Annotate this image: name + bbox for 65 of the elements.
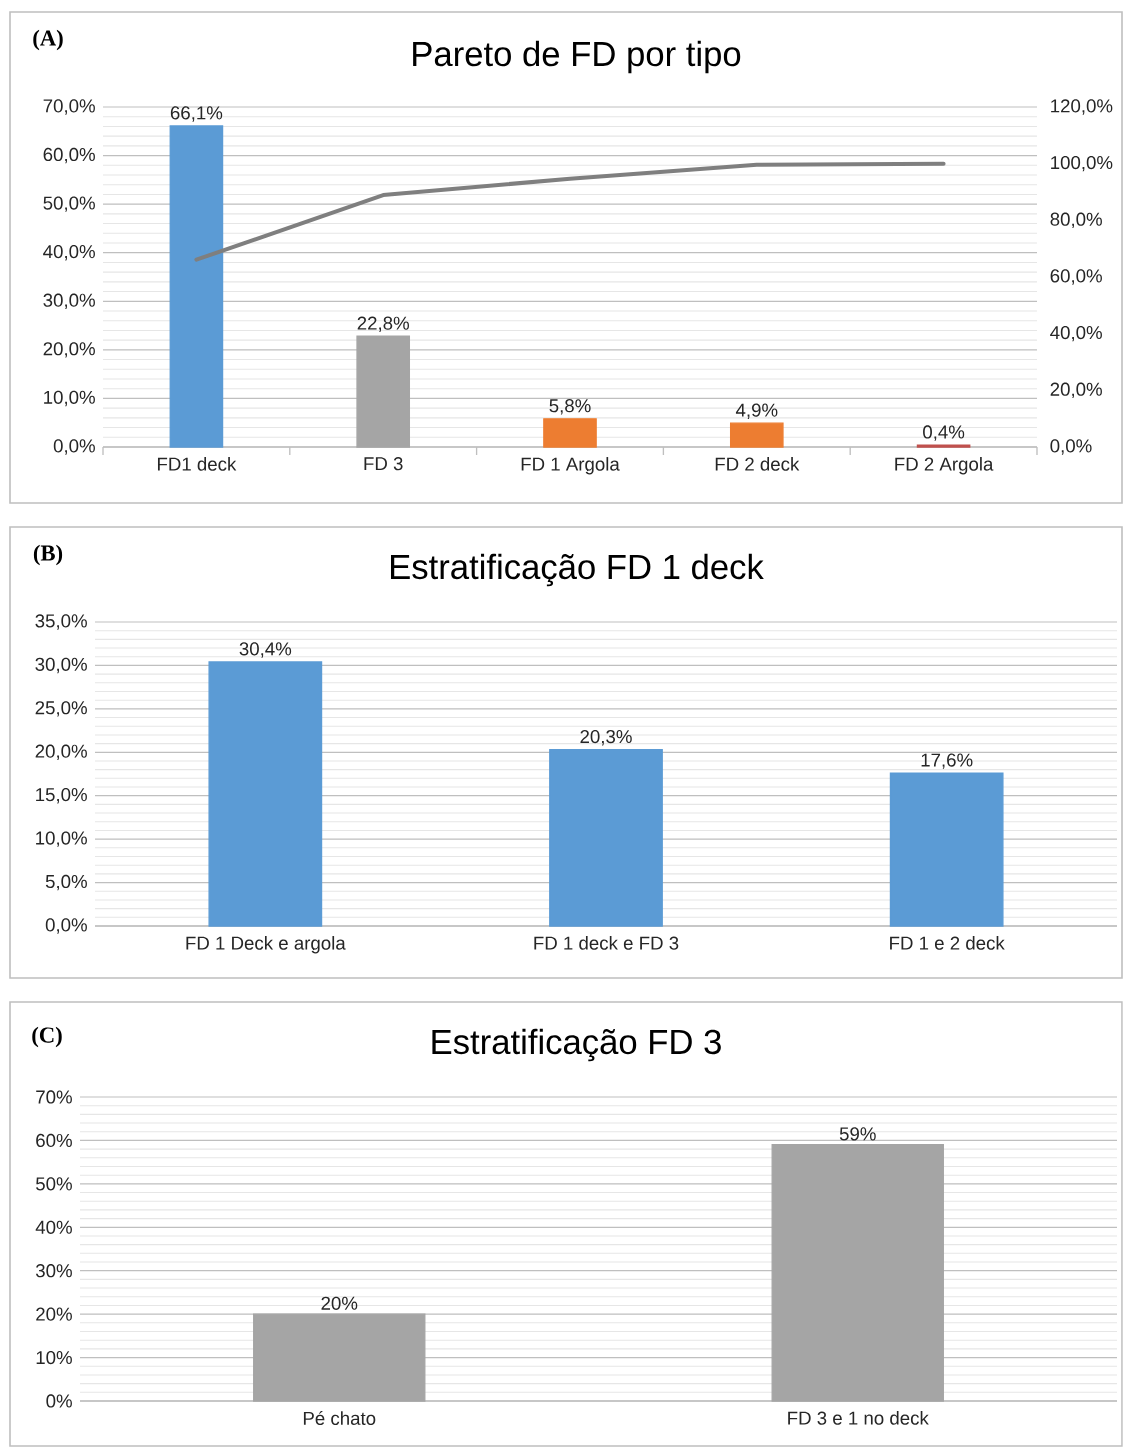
x-tick-label: FD 3: [364, 457, 403, 471]
data-label: 5,8%: [549, 399, 591, 415]
y2-tick-label: 120,0%: [1051, 99, 1113, 115]
y-tick-label: 0,0%: [53, 439, 95, 455]
data-label: 66,1%: [170, 106, 223, 122]
data-label: 30,4%: [239, 642, 292, 658]
y-tick-label: 0,0%: [45, 918, 87, 934]
line-series: [194, 161, 946, 262]
y-tick-label: 30%: [35, 1264, 72, 1278]
y-tick-label: 70%: [36, 1090, 72, 1104]
y-tick-label: 10%: [36, 1350, 72, 1365]
y2-tick-label: 60,0%: [1050, 269, 1102, 285]
y-tick-label: 30,0%: [43, 293, 95, 309]
y-tick-label: 25,0%: [35, 701, 87, 717]
data-label: 4,9%: [735, 403, 778, 419]
y-tick-label: 50%: [36, 1177, 72, 1191]
x-tick-label: FD 2 deck: [715, 457, 800, 471]
bar: [889, 772, 1004, 927]
y2-tick-label: 80,0%: [1050, 212, 1102, 229]
bar: [208, 661, 323, 927]
text: (B): [33, 544, 63, 566]
y-tick-label: 70,0%: [43, 99, 95, 115]
y-tick-label: 10,0%: [36, 831, 87, 847]
chart-title: Estratificação FD 3: [432, 1028, 721, 1062]
data-label: 0,4%: [923, 425, 965, 441]
bar: [543, 418, 597, 448]
y-tick-label: 40,0%: [43, 244, 95, 261]
y-tick-label: 20%: [36, 1307, 72, 1321]
y-tick-label: 15,0%: [36, 787, 87, 804]
y2-tick-label: 40,0%: [1050, 325, 1102, 342]
x-tick-label: FD 1 Deck e argola: [186, 936, 346, 954]
y-tick-label: 60,0%: [43, 147, 95, 164]
y2-tick-label: 0,0%: [1050, 439, 1092, 455]
text: (C): [32, 1026, 62, 1048]
data-label: 20,3%: [580, 729, 632, 746]
y-tick-label: 20,0%: [35, 744, 87, 760]
x-tick-label: FD 3 e 1 no deck: [788, 1411, 929, 1425]
chart-title: Estratificação FD 1 deck: [391, 553, 764, 587]
y-tick-label: 40%: [35, 1220, 72, 1234]
y-tick-label: 60%: [36, 1133, 72, 1148]
x-tick-label: Pé chato: [303, 1411, 376, 1425]
data-label: 22,8%: [357, 316, 409, 332]
text: (A): [33, 29, 63, 51]
x-tick-label: FD 1 e 2 deck: [890, 936, 1005, 950]
data-label: 20%: [321, 1296, 358, 1310]
chart-title: Pareto de FD por tipo: [413, 40, 741, 74]
bar: [169, 125, 224, 448]
bar: [729, 422, 784, 448]
y-tick-label: 5,0%: [45, 874, 87, 891]
y-tick-label: 50,0%: [43, 196, 95, 212]
x-tick-label: FD1 deck: [157, 457, 237, 471]
x-tick-label: FD 2 Argola: [895, 457, 994, 475]
y2-tick-label: 100,0%: [1051, 155, 1113, 172]
data-label: 59%: [839, 1127, 876, 1141]
y2-tick-label: 20,0%: [1050, 382, 1102, 399]
data-label: 17,6%: [921, 753, 973, 769]
y-tick-label: 0%: [46, 1394, 72, 1408]
x-tick-label: FD 1 Argola: [521, 457, 620, 475]
y-tick-label: 10,0%: [44, 390, 95, 407]
y-tick-label: 35,0%: [35, 614, 87, 630]
y-tick-label: 20,0%: [43, 342, 95, 358]
bar: [549, 749, 663, 927]
bar: [356, 335, 411, 448]
y-tick-label: 30,0%: [35, 657, 87, 674]
x-tick-label: FD 1 deck e FD 3: [534, 936, 679, 950]
